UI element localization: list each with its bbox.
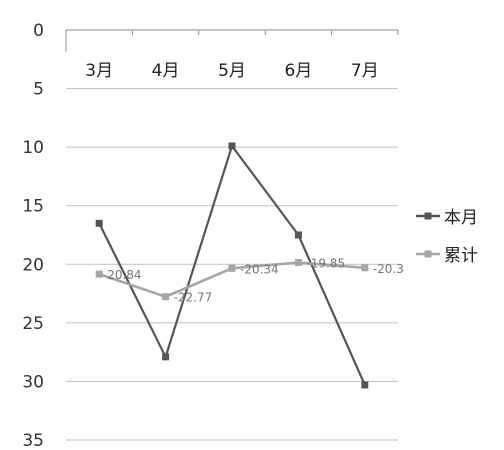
- series-2-point: [95, 270, 103, 278]
- series-1-point: [228, 142, 236, 150]
- gridlines: [65, 29, 399, 441]
- legend-label-2: 累计: [444, 246, 478, 266]
- x-tick-label: 3月: [85, 61, 113, 81]
- x-tick-label: 6月: [284, 61, 312, 81]
- x-tick-label: 7月: [351, 61, 379, 81]
- y-tick-label: 15: [22, 197, 44, 217]
- y-tick-label: 20: [22, 255, 44, 275]
- y-tick-label: 5: [33, 80, 44, 100]
- series-layer: [95, 142, 369, 389]
- series-1-point: [162, 353, 170, 361]
- data-label: -22.77: [174, 291, 213, 305]
- legend-marker-2: [424, 250, 432, 258]
- data-label: -20.3: [373, 262, 404, 276]
- x-axis-ticks: 3月 4月 5月 6月 7月: [85, 61, 378, 81]
- data-label: -20.34: [240, 262, 279, 276]
- series-1-point: [294, 231, 302, 239]
- y-axis-ticks: 0 5 10 15 20 25 30 35: [22, 21, 44, 450]
- y-tick-label: 35: [22, 431, 44, 450]
- y-tick-label: 10: [22, 138, 44, 158]
- series-2-point: [162, 293, 170, 301]
- data-label: 20.84: [107, 268, 141, 282]
- series-2-point: [294, 259, 302, 267]
- legend-label-1: 本月: [444, 208, 478, 228]
- data-label: -19.85: [306, 257, 345, 271]
- x-tick-label: 4月: [152, 61, 180, 81]
- x-tick-label: 5月: [218, 61, 246, 81]
- data-labels: 20.84 -22.77 -20.34 -19.85 -20.3: [107, 257, 404, 305]
- series-1-point: [95, 219, 103, 227]
- y-tick-label: 25: [22, 314, 44, 334]
- series-2-point: [228, 264, 236, 272]
- series-2-point: [361, 264, 369, 272]
- legend-marker-1: [424, 212, 432, 220]
- series-1-point: [361, 381, 369, 389]
- y-tick-label: 30: [22, 372, 44, 392]
- y-tick-label: 0: [33, 21, 44, 41]
